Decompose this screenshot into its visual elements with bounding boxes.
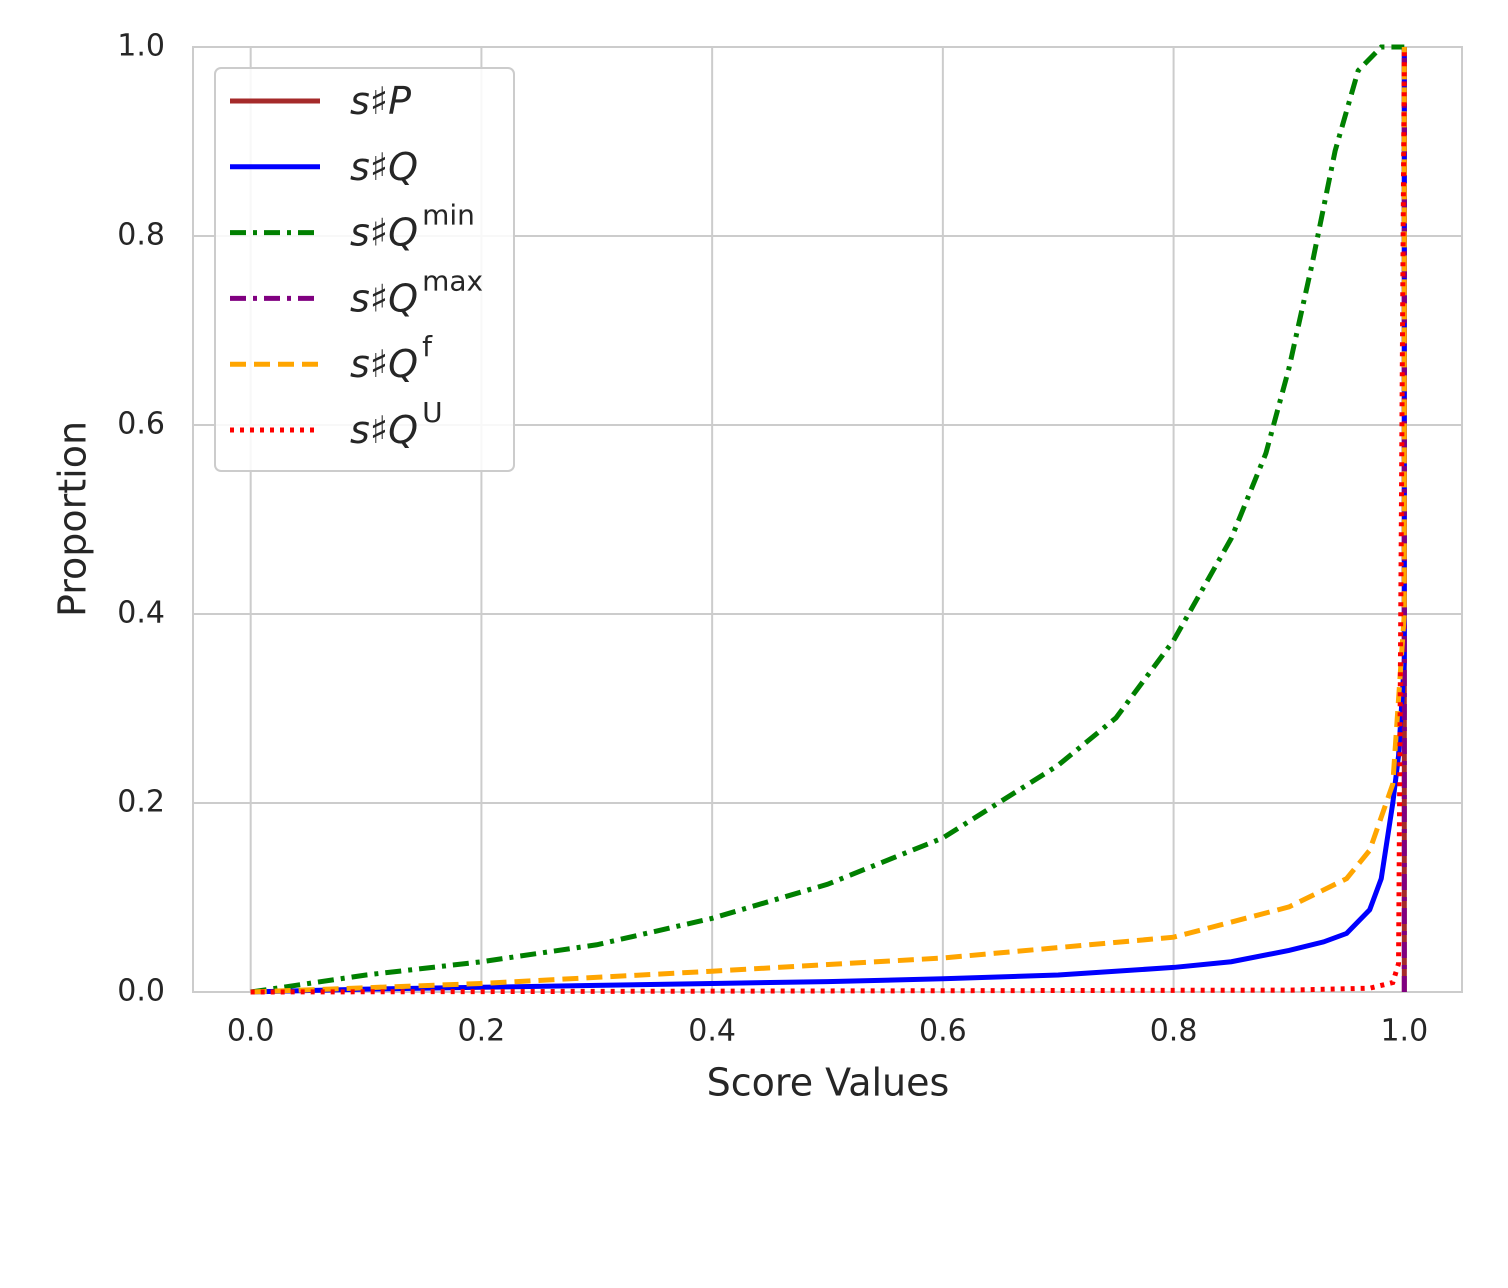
x-tick-label: 0.4	[688, 1014, 736, 1049]
legend-name: s♯P	[350, 79, 411, 123]
x-tick-label: 0.2	[458, 1014, 506, 1049]
plot-frame	[192, 46, 1463, 993]
legend-name: s♯Q	[350, 408, 418, 452]
x-tick-label: 0.8	[1150, 1014, 1198, 1049]
series-line	[250, 47, 1407, 995]
legend-label: s♯Q	[350, 144, 418, 188]
y-tick-label: 0.0	[117, 974, 165, 1009]
legend-name: s♯Q	[350, 210, 418, 254]
legend-label: s♯Q f	[350, 330, 433, 386]
legend-sup: max	[422, 264, 483, 297]
x-tick-label: 1.0	[1380, 1014, 1428, 1049]
legend-label: s♯P	[350, 79, 411, 123]
series-line	[250, 47, 1407, 995]
x-tick-label: 0.0	[227, 1014, 275, 1049]
legend-name: s♯Q	[350, 276, 418, 320]
legend-sup: min	[422, 199, 475, 232]
x-tick-label: 0.6	[919, 1014, 967, 1049]
legend-sup: f	[422, 330, 433, 363]
series-line	[250, 44, 1405, 995]
y-tick-label: 1.0	[117, 29, 165, 64]
legend-name: s♯Q	[350, 342, 418, 386]
legend-sup: U	[422, 396, 443, 429]
y-tick-label: 0.8	[117, 218, 165, 253]
legend-label: s♯Q min	[350, 199, 475, 255]
legend-label: s♯Q max	[350, 264, 483, 320]
series-line	[250, 46, 1407, 995]
y-tick-label: 0.6	[117, 407, 165, 442]
legend-name: s♯Q	[350, 144, 418, 188]
legend-label: s♯Q U	[350, 396, 443, 452]
y-tick-label: 0.2	[117, 785, 165, 820]
y-tick-label: 0.4	[117, 596, 165, 631]
x-axis-label: Score Values	[707, 1061, 950, 1105]
y-axis-label: Proportion	[51, 421, 95, 617]
